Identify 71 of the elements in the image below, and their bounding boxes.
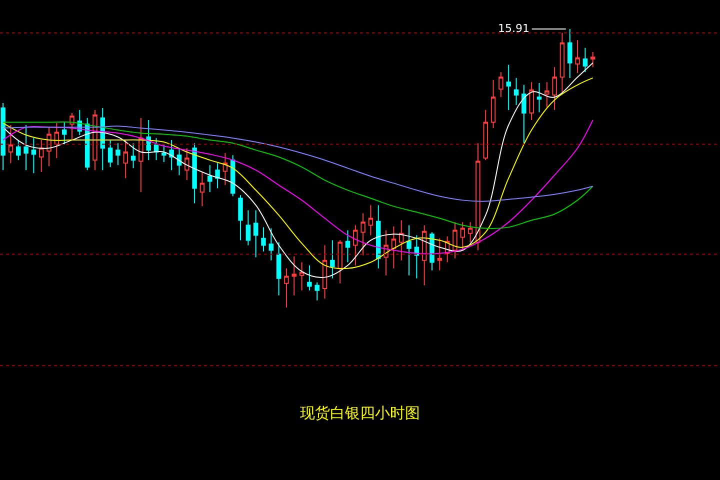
candlestick bbox=[70, 112, 74, 141]
candlestick bbox=[522, 84, 526, 144]
candlestick bbox=[215, 162, 220, 189]
candlestick bbox=[376, 204, 381, 269]
candlestick bbox=[268, 228, 274, 261]
candlestick bbox=[307, 264, 312, 291]
candlestick bbox=[330, 240, 335, 279]
candlestick bbox=[208, 164, 212, 193]
candlestick bbox=[322, 244, 328, 299]
candlestick bbox=[391, 226, 396, 269]
candlestick bbox=[360, 212, 366, 256]
candlestick bbox=[146, 120, 151, 161]
candlestick bbox=[184, 148, 190, 181]
candlestick bbox=[238, 194, 243, 241]
candlestick bbox=[590, 52, 596, 68]
candlestick bbox=[529, 82, 534, 120]
candlestick bbox=[582, 47, 588, 73]
candlestick bbox=[368, 204, 374, 236]
candlestick bbox=[200, 172, 205, 207]
candlestick bbox=[8, 124, 14, 164]
candlestick bbox=[154, 138, 159, 161]
candlestick bbox=[422, 224, 427, 286]
candlestick bbox=[176, 148, 182, 176]
candlestick bbox=[476, 142, 480, 251]
candlestick bbox=[414, 234, 420, 279]
candlestick bbox=[460, 222, 466, 251]
candlestick bbox=[24, 124, 28, 171]
candlestick bbox=[468, 222, 473, 243]
candlestick bbox=[162, 144, 166, 163]
candlestick bbox=[276, 242, 282, 296]
candlestick bbox=[299, 262, 304, 291]
candlestick bbox=[536, 82, 542, 113]
annotation: 15.91 bbox=[498, 22, 530, 35]
candlestick bbox=[544, 82, 550, 108]
candlestick bbox=[0, 102, 6, 171]
candlestick bbox=[292, 256, 296, 296]
candlestick bbox=[16, 140, 21, 161]
candlestick bbox=[138, 118, 144, 193]
candlestick bbox=[452, 222, 458, 259]
candlestick bbox=[253, 210, 258, 258]
candlestick bbox=[575, 40, 580, 74]
candlestick bbox=[130, 142, 136, 169]
candlestick bbox=[314, 282, 320, 301]
candlestick bbox=[31, 138, 36, 174]
candlestick bbox=[552, 66, 557, 110]
candlestick bbox=[62, 122, 67, 145]
text: 现货白银四小时图 bbox=[300, 404, 420, 422]
candlestick bbox=[246, 210, 251, 246]
candlestick bbox=[437, 238, 442, 271]
candlestick bbox=[38, 140, 44, 173]
candlestick bbox=[498, 72, 504, 98]
candlestick bbox=[345, 230, 350, 263]
candlestick bbox=[222, 152, 228, 186]
candlestick bbox=[169, 140, 174, 171]
candlestick bbox=[108, 140, 113, 168]
candlestick bbox=[123, 140, 128, 179]
candlestick bbox=[116, 142, 120, 166]
candlestick bbox=[398, 220, 404, 261]
candlestick bbox=[261, 226, 266, 252]
candlestick bbox=[506, 64, 511, 110]
candlestick bbox=[54, 122, 60, 159]
candlestick bbox=[353, 224, 358, 266]
candlestick bbox=[568, 28, 572, 78]
candlestick bbox=[483, 109, 488, 161]
candlestick bbox=[192, 142, 197, 204]
candlestick bbox=[490, 79, 496, 129]
candlestick bbox=[514, 77, 519, 106]
candlestick bbox=[560, 32, 565, 93]
candlestick bbox=[406, 224, 412, 276]
candlestick bbox=[284, 268, 289, 308]
candlestick bbox=[338, 240, 342, 284]
